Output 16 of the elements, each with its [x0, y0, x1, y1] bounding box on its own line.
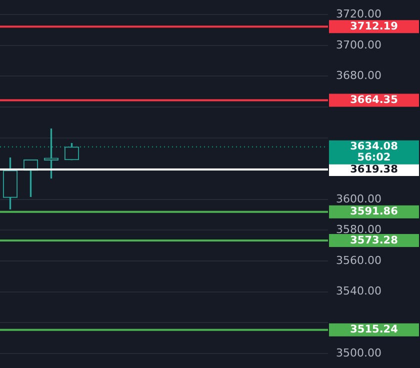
- ref-line-label: 3619.38: [350, 163, 398, 176]
- ref-line-label: 3573.28: [350, 234, 398, 246]
- ref-line-label: 3515.24: [350, 324, 398, 336]
- ref-line-label: 3664.35: [350, 94, 398, 106]
- y-tick-label: 3500.00: [336, 346, 382, 360]
- y-tick-label: 3680.00: [336, 69, 382, 82]
- ref-line-label: 3634.08: [350, 140, 398, 153]
- y-tick-label: 3600.00: [336, 192, 382, 206]
- y-tick-label: 3540.00: [336, 284, 382, 298]
- y-tick-label: 3560.00: [336, 254, 382, 267]
- text: 56:02: [357, 152, 391, 164]
- ref-line-label: 3712.19: [350, 20, 398, 32]
- ref-line-label: 3591.86: [350, 206, 398, 218]
- y-tick-label: 3580.00: [336, 223, 382, 236]
- y-tick-label: 3720.00: [336, 7, 382, 20]
- y-tick-label: 3700.00: [336, 38, 382, 52]
